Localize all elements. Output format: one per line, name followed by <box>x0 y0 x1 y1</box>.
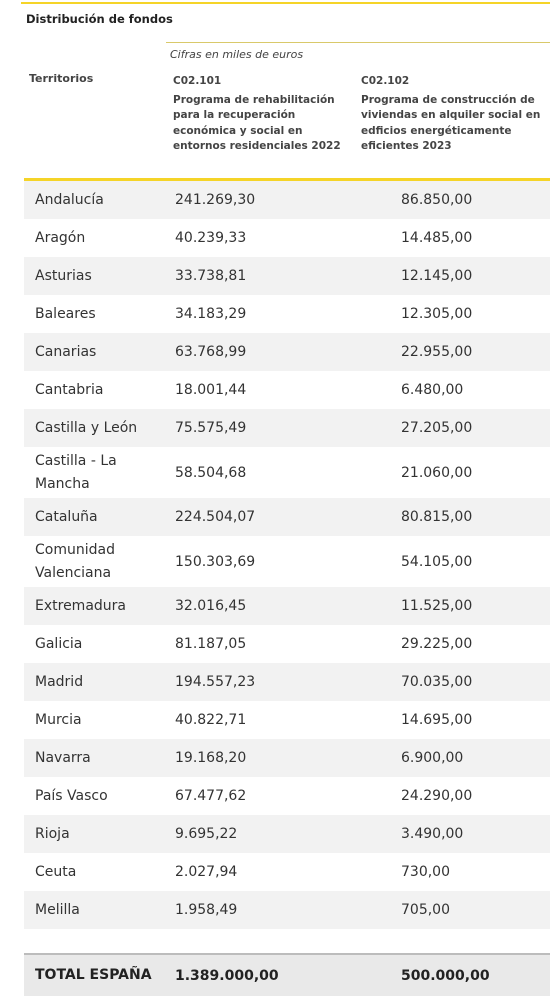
value-c02-102: 11.525,00 <box>401 598 473 614</box>
value-c02-101: 32.016,45 <box>175 598 247 614</box>
program-2-code: C02.102 <box>361 75 410 87</box>
program-2-header: C02.102 Programa de construcción de vivi… <box>361 74 550 155</box>
table-row: Aragón 40.239,33 14.485,00 <box>24 219 550 257</box>
value-c02-101: 63.768,99 <box>175 344 247 360</box>
value-c02-102: 80.815,00 <box>401 509 473 525</box>
value-c02-102: 86.850,00 <box>401 192 473 208</box>
value-c02-102: 29.225,00 <box>401 636 473 652</box>
value-c02-102: 6.900,00 <box>401 750 464 766</box>
table-row: País Vasco 67.477,62 24.290,00 <box>24 777 550 815</box>
table-row: Ceuta 2.027,94 730,00 <box>24 853 550 891</box>
value-c02-101: 34.183,29 <box>175 306 247 322</box>
value-c02-102: 12.305,00 <box>401 306 473 322</box>
value-c02-101: 18.001,44 <box>175 382 247 398</box>
territory-name: Baleares <box>35 305 96 322</box>
territory-name: País Vasco <box>35 787 108 804</box>
table-body: Andalucía 241.269,30 86.850,00 Aragón 40.239… <box>24 181 550 929</box>
value-c02-101: 1.958,49 <box>175 902 238 918</box>
table-row: Castilla - La Mancha 58.504,68 21.060,00 <box>24 447 550 498</box>
territory-name: Extremadura <box>35 597 126 614</box>
program-1-description: Programa de rehabilitación para la recup… <box>173 93 341 153</box>
table-row: Comunidad Valenciana 150.303,69 54.105,00 <box>24 536 550 587</box>
total-value-c02-102: 500.000,00 <box>401 967 490 984</box>
table-row: Extremadura 32.016,45 11.525,00 <box>24 587 550 625</box>
value-c02-102: 3.490,00 <box>401 826 464 842</box>
territory-name: Navarra <box>35 749 91 766</box>
value-c02-102: 6.480,00 <box>401 382 464 398</box>
table-row: Galicia 81.187,05 29.225,00 <box>24 625 550 663</box>
table-row: Baleares 34.183,29 12.305,00 <box>24 295 550 333</box>
table-row: Canarias 63.768,99 22.955,00 <box>24 333 550 371</box>
total-label: TOTAL ESPAÑA <box>35 967 152 983</box>
table-row: Navarra 19.168,20 6.900,00 <box>24 739 550 777</box>
value-c02-102: 14.695,00 <box>401 712 473 728</box>
total-value-c02-101: 1.389.000,00 <box>175 967 279 984</box>
value-c02-101: 81.187,05 <box>175 636 247 652</box>
total-divider <box>24 953 550 955</box>
value-c02-101: 33.738,81 <box>175 268 247 284</box>
territory-name: Aragón <box>35 229 86 246</box>
program-2-description: Programa de construcción de viviendas en… <box>361 93 541 153</box>
table-row: Cataluña 224.504,07 80.815,00 <box>24 498 550 536</box>
value-c02-101: 150.303,69 <box>175 553 256 570</box>
territory-name: Cantabria <box>35 381 104 398</box>
territory-name: Madrid <box>35 673 84 690</box>
territory-name: Murcia <box>35 711 82 728</box>
value-c02-102: 24.290,00 <box>401 788 473 804</box>
table-row: Melilla 1.958,49 705,00 <box>24 891 550 929</box>
value-c02-101: 2.027,94 <box>175 864 238 880</box>
table-row: Andalucía 241.269,30 86.850,00 <box>24 181 550 219</box>
territory-name: Castilla y León <box>35 419 138 436</box>
territory-name: Comunidad Valenciana <box>35 541 115 581</box>
territory-name: Andalucía <box>35 191 104 208</box>
value-c02-101: 40.822,71 <box>175 712 247 728</box>
value-c02-102: 705,00 <box>401 902 450 918</box>
value-c02-101: 224.504,07 <box>175 509 256 525</box>
table-title: Distribución de fondos <box>26 12 173 26</box>
table-row: Murcia 40.822,71 14.695,00 <box>24 701 550 739</box>
units-note: Cifras en miles de euros <box>170 48 304 61</box>
value-c02-102: 14.485,00 <box>401 230 473 246</box>
value-c02-102: 70.035,00 <box>401 674 473 690</box>
program-1-code: C02.101 <box>173 75 222 87</box>
value-c02-101: 40.239,33 <box>175 230 247 246</box>
table-row: Cantabria 18.001,44 6.480,00 <box>24 371 550 409</box>
value-c02-102: 54.105,00 <box>401 553 473 570</box>
table-row: Asturias 33.738,81 12.145,00 <box>24 257 550 295</box>
value-c02-101: 67.477,62 <box>175 788 247 804</box>
value-c02-101: 194.557,23 <box>175 674 256 690</box>
territory-name: Cataluña <box>35 508 98 525</box>
territory-name: Ceuta <box>35 863 77 880</box>
table-row: Madrid 194.557,23 70.035,00 <box>24 663 550 701</box>
value-c02-102: 730,00 <box>401 864 450 880</box>
total-row: TOTAL ESPAÑA 1.389.000,00 500.000,00 <box>24 955 550 996</box>
table-row: Castilla y León 75.575,49 27.205,00 <box>24 409 550 447</box>
territory-name: Castilla - La Mancha <box>35 452 117 492</box>
top-accent-rule <box>21 2 550 4</box>
value-c02-101: 19.168,20 <box>175 750 247 766</box>
territory-name: Rioja <box>35 825 70 842</box>
value-c02-102: 21.060,00 <box>401 464 473 481</box>
value-c02-101: 241.269,30 <box>175 192 256 208</box>
territory-name: Canarias <box>35 343 97 360</box>
territories-column-header: Territorios <box>29 72 94 85</box>
territory-name: Melilla <box>35 901 80 918</box>
value-c02-101: 75.575,49 <box>175 420 247 436</box>
territory-name: Asturias <box>35 267 92 284</box>
table-row: Rioja 9.695,22 3.490,00 <box>24 815 550 853</box>
value-c02-102: 12.145,00 <box>401 268 473 284</box>
value-c02-101: 58.504,68 <box>175 464 247 481</box>
territory-name: Galicia <box>35 635 83 652</box>
program-1-header: C02.101 Programa de rehabilitación para … <box>173 74 359 155</box>
value-c02-102: 27.205,00 <box>401 420 473 436</box>
header-bottom-rule <box>24 178 550 181</box>
value-c02-101: 9.695,22 <box>175 826 238 842</box>
value-c02-102: 22.955,00 <box>401 344 473 360</box>
header-divider <box>166 42 550 43</box>
